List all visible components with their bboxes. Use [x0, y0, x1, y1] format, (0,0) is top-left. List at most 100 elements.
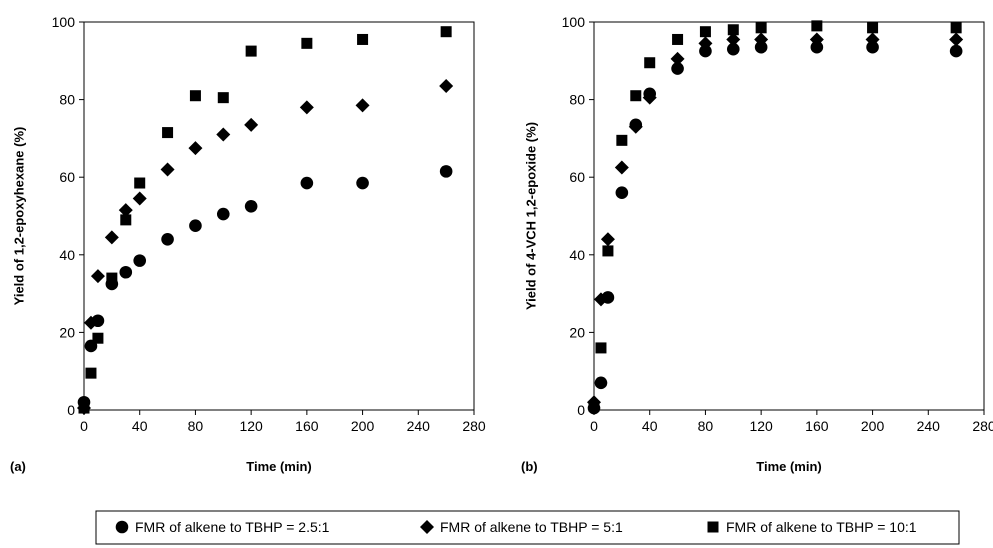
data-point-circle — [699, 44, 712, 58]
data-point-diamond — [355, 98, 370, 113]
x-tick-label: 40 — [132, 418, 148, 434]
data-point-square — [217, 92, 229, 104]
data-point-square — [672, 33, 684, 45]
data-point-square — [134, 177, 146, 189]
x-axis-title: Time (min) — [246, 459, 312, 474]
data-point-circle — [300, 176, 314, 190]
x-tick-label: 200 — [861, 418, 885, 434]
data-point-square — [301, 37, 313, 49]
data-point-circle — [244, 200, 258, 213]
data-point-circle — [810, 40, 824, 54]
data-point-circle — [726, 42, 740, 56]
data-point-circle — [356, 176, 369, 190]
panel-label: (a) — [10, 459, 26, 474]
legend-item-circle: FMR of alkene to TBHP = 2.5:1 — [115, 519, 330, 535]
legend-marker-circle — [115, 520, 129, 534]
data-point-diamond — [614, 160, 629, 175]
y-tick-label: 0 — [577, 402, 585, 418]
legend-item-square: FMR of alkene to TBHP = 10:1 — [707, 519, 917, 535]
y-tick-label: 100 — [562, 14, 586, 30]
legend-box — [95, 510, 960, 545]
data-point-circle — [216, 207, 230, 221]
y-tick-label: 0 — [67, 402, 75, 418]
data-point-diamond — [216, 127, 231, 142]
data-point-circle — [133, 254, 147, 267]
x-tick-label: 280 — [972, 418, 993, 434]
data-point-square — [106, 272, 118, 284]
data-point-square — [644, 57, 656, 69]
data-point-diamond — [698, 36, 713, 51]
x-axis-title: Time (min) — [756, 459, 822, 474]
data-point-circle — [615, 186, 629, 200]
data-point-diamond — [439, 79, 454, 94]
data-point-square — [120, 214, 132, 226]
data-point-circle — [189, 219, 202, 232]
series-circle — [77, 165, 453, 409]
data-point-square — [811, 20, 823, 32]
legend: FMR of alkene to TBHP = 2.5:1 FMR of alke… — [95, 510, 960, 545]
data-point-diamond — [865, 32, 880, 47]
data-point-circle — [439, 165, 453, 178]
data-point-square — [78, 402, 90, 414]
legend-label: FMR of alkene to TBHP = 5:1 — [440, 519, 623, 535]
data-point-square — [245, 45, 257, 57]
y-tick-label: 40 — [59, 247, 75, 263]
x-tick-label: 280 — [462, 418, 486, 434]
data-point-diamond — [90, 269, 105, 284]
series-diamond — [77, 79, 454, 416]
data-point-square — [727, 24, 739, 36]
data-point-circle — [161, 232, 174, 246]
chart-panel-b: 0 40 80 120 160 200 240 280 0 20 40 60 80 100 Time (mi… — [521, 14, 993, 474]
data-point-square — [85, 367, 97, 379]
data-point-diamond — [754, 32, 769, 47]
data-point-square — [595, 342, 607, 354]
data-point-square — [357, 33, 369, 45]
data-point-diamond — [244, 117, 259, 132]
x-tick-label: 80 — [698, 418, 714, 434]
data-point-diamond — [132, 191, 147, 206]
y-tick-label: 40 — [569, 247, 585, 263]
series-diamond — [587, 32, 964, 410]
data-point-square — [616, 134, 628, 146]
chart-panel-a: 0 40 80 120 160 200 240 280 0 20 40 60 80 100 Time (mi… — [10, 14, 486, 474]
x-tick-label: 240 — [917, 418, 941, 434]
data-point-square — [602, 245, 614, 257]
data-point-diamond — [642, 90, 657, 105]
data-point-diamond — [299, 100, 314, 115]
data-point-square — [755, 22, 767, 34]
x-tick-label: 160 — [295, 418, 319, 434]
y-tick-label: 60 — [569, 169, 585, 185]
data-point-diamond — [593, 292, 608, 307]
legend-item-diamond: FMR of alkene to TBHP = 5:1 — [420, 519, 623, 535]
series-square — [588, 20, 962, 412]
data-point-square — [440, 26, 452, 38]
y-tick-label: 20 — [59, 324, 75, 340]
data-point-square — [950, 22, 962, 34]
data-point-circle — [866, 40, 879, 54]
y-tick-label: 80 — [59, 92, 75, 108]
plot-area-frame — [593, 21, 985, 411]
y-tick-label: 100 — [52, 14, 76, 30]
y-axis-title: Yield of 4-VCH 1,2-epoxide (%) — [524, 122, 539, 310]
y-tick-label: 60 — [59, 169, 75, 185]
data-point-diamond — [118, 203, 133, 218]
data-point-square — [162, 127, 174, 139]
data-point-square — [189, 90, 201, 102]
legend-marker-diamond — [420, 520, 434, 534]
data-point-circle — [594, 376, 608, 390]
x-tick-label: 160 — [805, 418, 829, 434]
data-point-diamond — [83, 315, 98, 330]
data-point-diamond — [104, 230, 119, 245]
x-tick-label: 120 — [749, 418, 773, 434]
x-tick-label: 200 — [351, 418, 375, 434]
y-tick-label: 80 — [569, 92, 585, 108]
data-point-diamond — [188, 141, 203, 156]
data-point-square — [630, 90, 642, 102]
data-point-diamond — [600, 232, 615, 247]
x-tick-label: 80 — [188, 418, 204, 434]
legend-marker-square — [707, 521, 719, 533]
data-point-diamond — [949, 32, 964, 47]
data-point-square — [867, 22, 879, 34]
x-tick-label: 40 — [642, 418, 658, 434]
series-square — [78, 26, 452, 414]
